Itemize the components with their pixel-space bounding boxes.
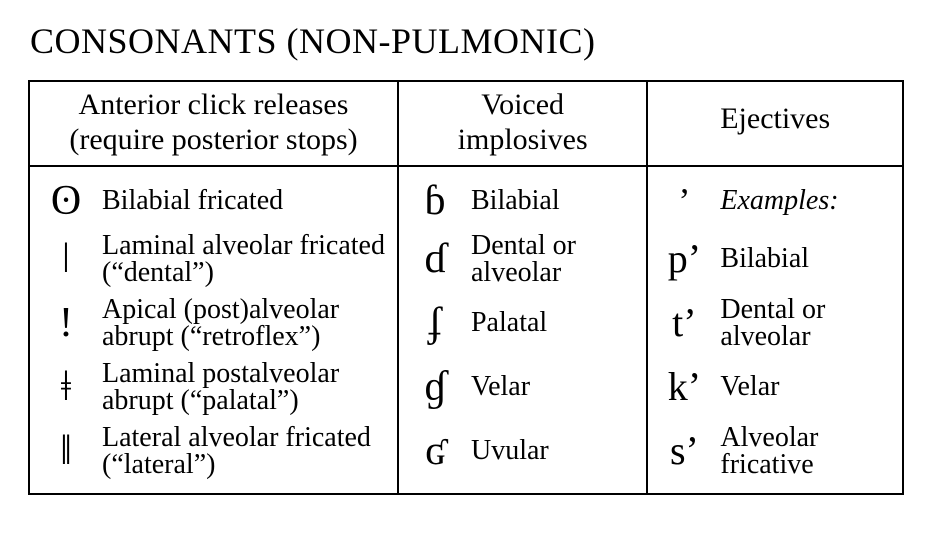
implosive-symbol: ʛ — [409, 430, 461, 472]
chart-title: CONSONANTS (NON-PULMONIC) — [30, 20, 904, 62]
header-clicks-line2: (require posterior stops) — [69, 123, 357, 156]
ejective-symbol: sʼ — [658, 431, 710, 471]
ejective-label: Bilabial — [720, 244, 892, 273]
click-symbol: ǂ — [40, 366, 92, 408]
implosive-row: ʄ Palatal — [409, 291, 636, 355]
click-label: Lateral alveolar fricated (“lateral”) — [102, 424, 387, 479]
implosive-row: ʛ Uvular — [409, 419, 636, 483]
implosive-symbol: ɠ — [409, 366, 461, 408]
implosive-row: ɠ Velar — [409, 355, 636, 419]
header-implosives-line1: Voiced — [481, 88, 564, 121]
click-symbol: ǃ — [40, 302, 92, 344]
ejective-label: Alveolar fricative — [720, 424, 892, 479]
header-implosives: Voiced implosives — [398, 81, 647, 166]
click-label: Laminal postalveolar abrupt (“palatal”) — [102, 360, 387, 415]
ejective-label: Dental or alveolar — [720, 296, 892, 351]
ejective-row: sʼ Alveolar fricative — [658, 419, 892, 483]
ejective-label: Velar — [720, 372, 892, 401]
clicks-cell: ʘ Bilabial fricated ǀ Laminal alveolar f… — [29, 166, 398, 494]
implosives-cell: ɓ Bilabial ɗ Dental or alveolar ʄ Palata… — [398, 166, 647, 494]
click-label: Apical (post)alveolar abrupt (“retroflex… — [102, 296, 387, 351]
implosive-label: Velar — [471, 372, 636, 401]
body-row: ʘ Bilabial fricated ǀ Laminal alveolar f… — [29, 166, 903, 494]
click-label: Bilabial fricated — [102, 186, 387, 215]
consonants-table: Anterior click releases (require posteri… — [28, 80, 904, 495]
ejectives-cell: ʼ Examples: pʼ Bilabial tʼ Dental or alv… — [647, 166, 903, 494]
implosive-row: ɗ Dental or alveolar — [409, 227, 636, 291]
header-clicks: Anterior click releases (require posteri… — [29, 81, 398, 166]
implosive-row: ɓ Bilabial — [409, 175, 636, 227]
implosive-symbol: ɗ — [409, 238, 461, 280]
click-row: ǃ Apical (post)alveolar abrupt (“retrofl… — [40, 291, 387, 355]
ejective-symbol: ʼ — [658, 183, 710, 219]
ejective-row: tʼ Dental or alveolar — [658, 291, 892, 355]
header-clicks-line1: Anterior click releases — [79, 88, 349, 121]
ejective-row: pʼ Bilabial — [658, 227, 892, 291]
header-implosives-line2: implosives — [458, 123, 588, 156]
click-label: Laminal alveolar fricated (“dental”) — [102, 232, 387, 287]
click-row: ǁ Lateral alveolar fricated (“lateral”) — [40, 419, 387, 483]
implosive-symbol: ɓ — [409, 180, 461, 222]
click-row: ǂ Laminal postalveolar abrupt (“palatal”… — [40, 355, 387, 419]
ejective-label: Examples: — [720, 186, 892, 215]
ejective-symbol: tʼ — [658, 303, 710, 343]
header-row: Anterior click releases (require posteri… — [29, 81, 903, 166]
ejective-row: ʼ Examples: — [658, 175, 892, 227]
click-symbol: ʘ — [40, 180, 92, 222]
header-ejectives: Ejectives — [647, 81, 903, 166]
implosive-label: Palatal — [471, 308, 636, 337]
implosive-label: Uvular — [471, 436, 636, 465]
header-ejectives-label: Ejectives — [720, 102, 830, 135]
implosive-label: Dental or alveolar — [471, 232, 636, 287]
click-row: ǀ Laminal alveolar fricated (“dental”) — [40, 227, 387, 291]
ejective-symbol: kʼ — [658, 367, 710, 407]
ejective-row: kʼ Velar — [658, 355, 892, 419]
implosive-symbol: ʄ — [409, 302, 461, 344]
click-row: ʘ Bilabial fricated — [40, 175, 387, 227]
click-symbol: ǀ — [40, 238, 92, 280]
ejective-symbol: pʼ — [658, 239, 710, 279]
click-symbol: ǁ — [40, 430, 92, 472]
implosive-label: Bilabial — [471, 186, 636, 215]
